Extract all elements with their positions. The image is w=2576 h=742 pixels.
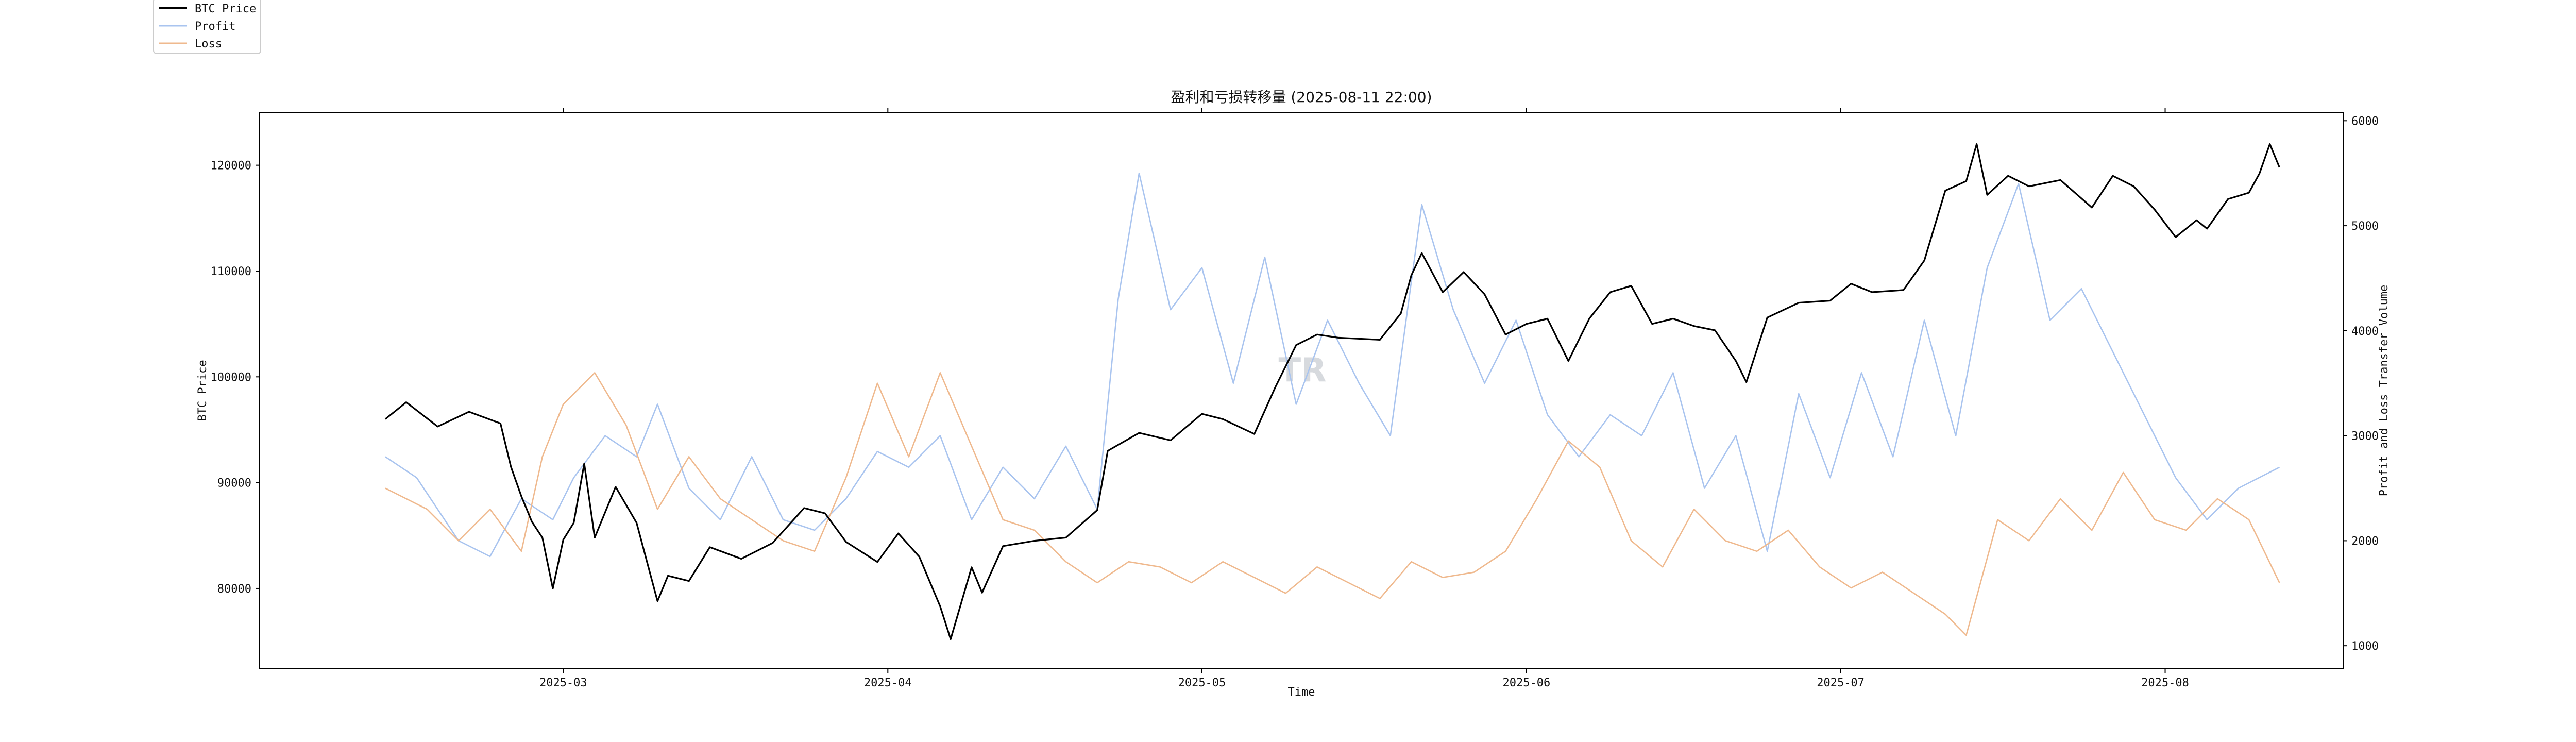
right-y-axis-label: Profit and Loss Transfer Volume: [2378, 285, 2391, 497]
legend-label-loss: Loss: [195, 38, 222, 50]
left-y-tick-label: 100000: [211, 371, 251, 384]
left-y-tick-label: 80000: [217, 583, 251, 596]
x-tick-label: 2025-05: [1178, 677, 1226, 689]
left-y-axis: 80000 90000 100000 110000 120000: [211, 160, 260, 596]
plot-frame: [259, 112, 2344, 669]
right-y-tick-label: 5000: [2351, 220, 2379, 233]
legend-label-profit: Profit: [195, 20, 235, 33]
legend-frame: [153, 0, 261, 54]
legend: BTC Price Profit Loss: [153, 0, 261, 54]
right-y-axis: 1000 2000 3000 4000 5000 6000: [2343, 115, 2379, 653]
x-tick-label: 2025-03: [539, 677, 587, 689]
x-tick-label: 2025-04: [864, 677, 912, 689]
right-y-tick-label: 6000: [2351, 115, 2379, 128]
left-y-tick-label: 110000: [211, 265, 251, 278]
right-y-tick-label: 3000: [2351, 430, 2379, 443]
left-y-tick-label: 120000: [211, 160, 251, 173]
x-tick-label: 2025-08: [2141, 677, 2189, 689]
x-tick-label: 2025-07: [1817, 677, 1865, 689]
series-line-loss: [385, 372, 2280, 636]
right-y-tick-label: 1000: [2351, 640, 2379, 653]
x-axis: 2025-03 2025-04 2025-05 2025-06 2025-07 2025-…: [539, 108, 2189, 689]
right-y-tick-label: 4000: [2351, 325, 2379, 338]
right-y-tick-label: 2000: [2351, 535, 2379, 548]
left-y-axis-label: BTC Price: [196, 360, 209, 421]
series-line-profit: [385, 172, 2280, 558]
series-line-btc-price: [384, 143, 2280, 640]
chart-title: 盈利和亏损转移量 (2025-08-11 22:00): [1171, 89, 1432, 106]
x-axis-label: Time: [1288, 686, 1315, 699]
left-y-tick-label: 90000: [217, 477, 251, 490]
x-tick-label: 2025-06: [1503, 677, 1551, 689]
legend-label-btc-price: BTC Price: [195, 3, 256, 15]
series-layer: [384, 143, 2280, 640]
